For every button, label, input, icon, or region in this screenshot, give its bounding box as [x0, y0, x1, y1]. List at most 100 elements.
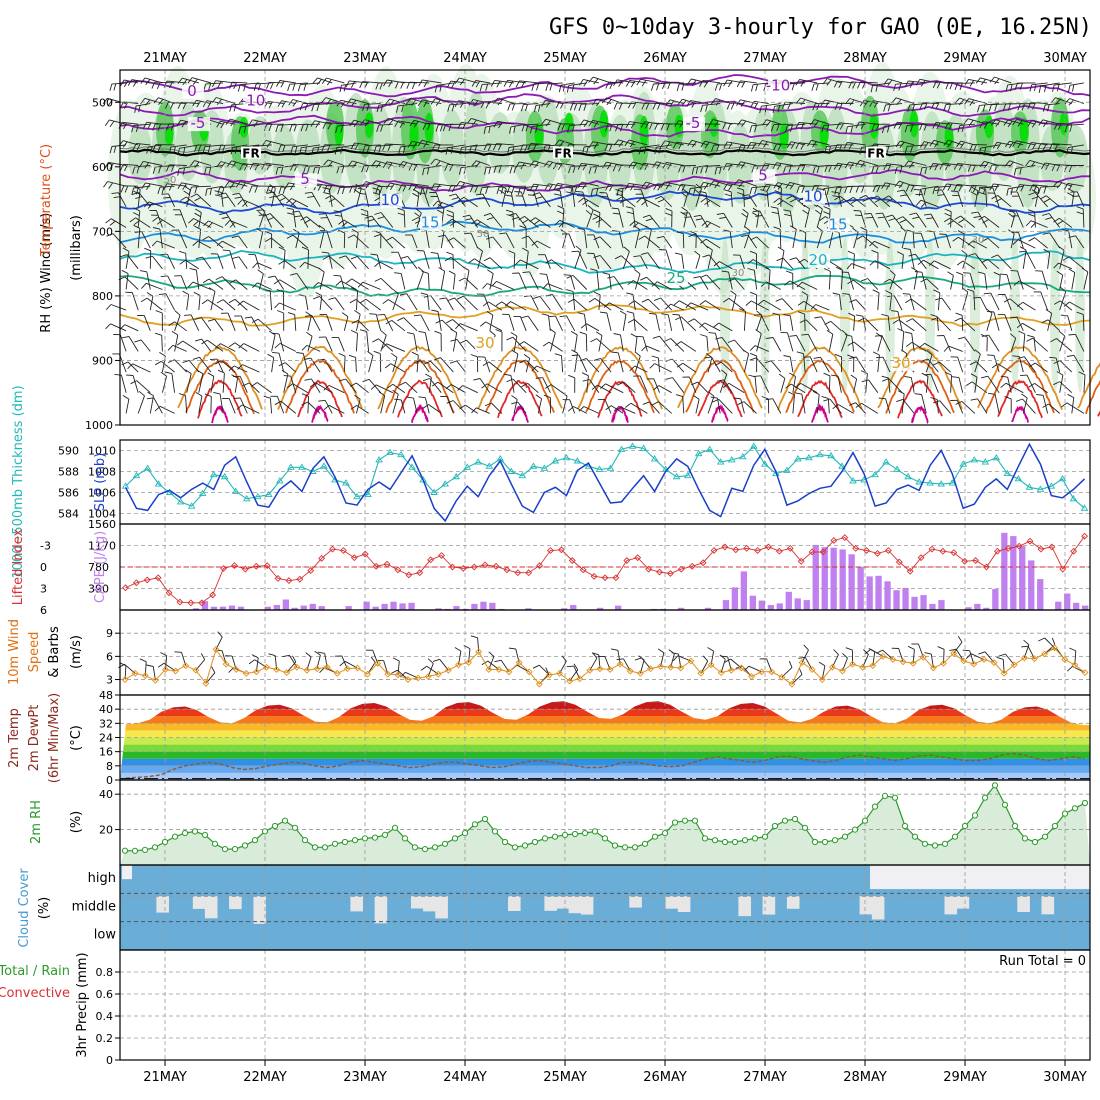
- wind-barb: [1034, 362, 1048, 373]
- wind-barb: [781, 298, 794, 311]
- isotherm-label: 30: [891, 354, 910, 372]
- wind-barb: [398, 146, 401, 154]
- wind-barb: [517, 401, 527, 414]
- wind-barb: [694, 318, 709, 332]
- wind-barb: [780, 378, 786, 393]
- wind-barb: [457, 385, 464, 391]
- wind-barb: [1028, 213, 1036, 217]
- wind-barb: [303, 166, 307, 174]
- rh2m-marker: [941, 840, 949, 847]
- wind-barb: [221, 216, 229, 219]
- wind-barb: [849, 99, 855, 106]
- wind-barb: [856, 235, 864, 240]
- wind-barb: [157, 216, 175, 228]
- wind-barb: [1000, 375, 1008, 378]
- wind-barb: [165, 123, 170, 131]
- wind-barb: [861, 144, 878, 148]
- wind-barb: [730, 191, 733, 207]
- wind-barb: [527, 383, 539, 394]
- wind-barb: [376, 125, 380, 133]
- wind-barb: [629, 220, 636, 226]
- wind-barb: [434, 330, 442, 335]
- wind-barb: [448, 193, 456, 197]
- wind-barb: [1017, 356, 1025, 359]
- li-marker: [1048, 543, 1056, 551]
- wind-barb: [592, 99, 597, 106]
- wind-barb: [422, 79, 442, 84]
- wind-barb: [832, 195, 840, 198]
- wind-barb: [484, 356, 491, 373]
- wind-barb: [1038, 186, 1042, 194]
- wind-barb: [996, 656, 1004, 660]
- thickness-marker: [198, 489, 207, 496]
- wind-barb: [107, 181, 127, 187]
- wind-barb: [741, 234, 749, 238]
- wind-barbs-label: & Barbs: [47, 626, 62, 678]
- li-marker: [187, 599, 195, 607]
- wind-barb: [625, 80, 631, 87]
- wind-barb: [912, 231, 915, 249]
- cape-bar: [758, 600, 765, 610]
- wind-barb: [195, 208, 202, 213]
- wind-barb: [967, 118, 988, 125]
- wind-speed-marker: [172, 667, 180, 675]
- wind-barb: [459, 79, 465, 86]
- wind-barb: [354, 394, 361, 400]
- rh-shading: [272, 125, 296, 189]
- wind-barb: [506, 378, 514, 383]
- wind-barb: [311, 104, 315, 112]
- wind-barb: [416, 212, 422, 228]
- wind-barb: [967, 164, 972, 172]
- wind-barb: [748, 194, 757, 208]
- wind-barb: [427, 294, 430, 311]
- wind-barb: [723, 379, 733, 393]
- wind-barb: [828, 145, 832, 153]
- wind-barb: [283, 375, 291, 377]
- wind-barb: [489, 315, 494, 331]
- wind-barb: [279, 279, 297, 290]
- wind-barb: [780, 250, 785, 269]
- wind-barb: [1018, 330, 1025, 335]
- thickness-marker: [948, 479, 957, 486]
- wind-barb: [855, 402, 867, 414]
- rh-shading: [424, 112, 434, 143]
- wind-barb: [472, 185, 490, 187]
- wind-barb: [757, 140, 763, 147]
- wind-barb: [705, 222, 712, 228]
- wind-barb: [1015, 211, 1024, 228]
- wind-barb: [535, 377, 543, 379]
- wind-barb: [993, 271, 1001, 276]
- wind-barb: [446, 218, 453, 224]
- wind-barb: [814, 119, 830, 125]
- rh2m-marker: [221, 846, 229, 853]
- wind-barb: [703, 181, 721, 187]
- wind-barb: [954, 215, 961, 220]
- wind-barb: [1068, 85, 1071, 93]
- wind-barb: [1044, 85, 1047, 93]
- wind-barb: [108, 99, 113, 106]
- wind-barb: [813, 82, 830, 85]
- wind-barb: [646, 229, 652, 249]
- wind-barb: [324, 358, 333, 373]
- wind-barb: [447, 297, 455, 301]
- wind-barb: [323, 192, 331, 195]
- wind-barb: [582, 182, 587, 190]
- wind-barb: [1021, 393, 1028, 399]
- wind-barb: [350, 142, 355, 150]
- wind-barb: [336, 166, 340, 174]
- thickness-marker: [276, 477, 284, 484]
- thickness-marker: [375, 456, 383, 463]
- wind-barb: [945, 371, 952, 376]
- wind-speed-marker: [859, 663, 867, 671]
- wind-barb: [712, 398, 719, 403]
- wind-speed-marker: [980, 656, 988, 663]
- wind-barb: [234, 299, 248, 311]
- wind-speed-marker: [293, 663, 301, 671]
- wind-barb: [638, 235, 646, 240]
- wind-barb: [1068, 333, 1076, 336]
- wind-barb: [844, 161, 850, 169]
- wind-barb: [141, 283, 147, 289]
- wind-barb: [447, 144, 466, 149]
- thickness-marker: [562, 453, 571, 461]
- wind-barb: [121, 361, 129, 366]
